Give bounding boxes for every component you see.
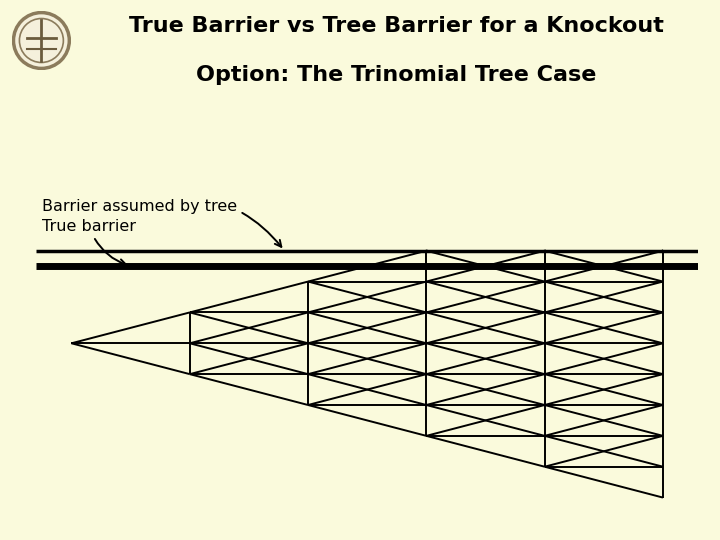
Text: True barrier: True barrier xyxy=(42,219,136,266)
Circle shape xyxy=(14,12,69,69)
Text: True Barrier vs Tree Barrier for a Knockout: True Barrier vs Tree Barrier for a Knock… xyxy=(129,16,663,36)
Text: Option: The Trinomial Tree Case: Option: The Trinomial Tree Case xyxy=(196,65,596,85)
Text: Barrier assumed by tree: Barrier assumed by tree xyxy=(42,199,282,247)
